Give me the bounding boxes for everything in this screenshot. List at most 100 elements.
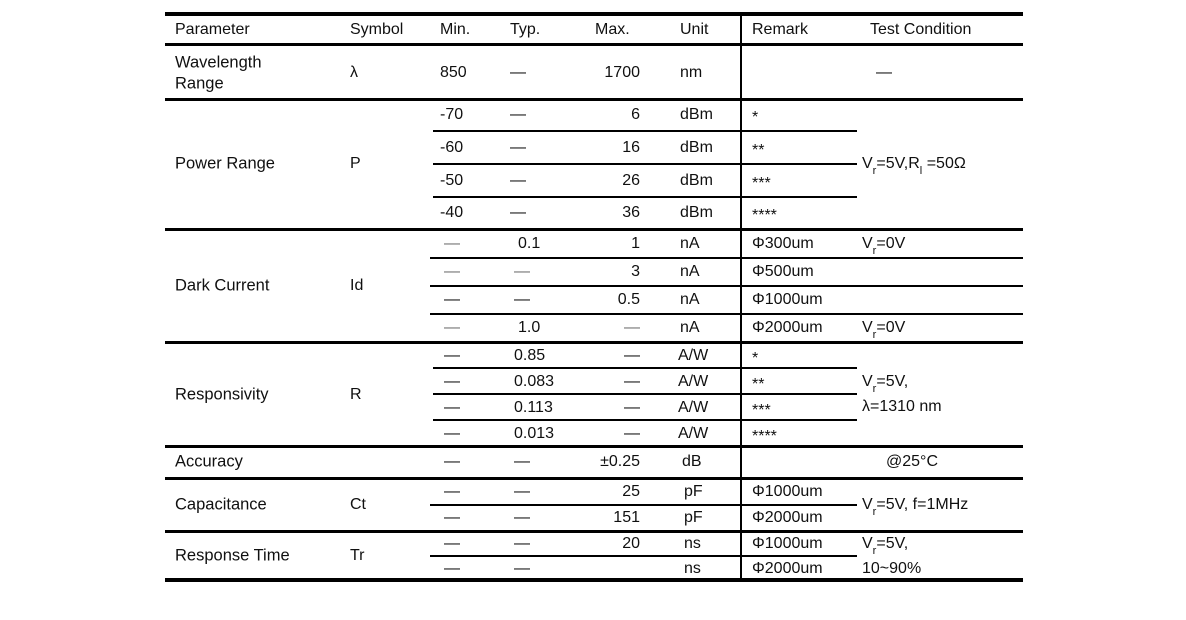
dark-row3-min: — (444, 291, 460, 308)
param-accuracy: Accuracy (175, 452, 243, 471)
dark-row1-typ: 0.1 (518, 235, 541, 252)
dark-row1-min: — (444, 235, 460, 252)
power-separator (165, 228, 1023, 231)
resp-row1-min: — (444, 347, 460, 364)
resp-row3-typ: 0.113 (514, 399, 553, 416)
wavelength-min: 850 (440, 64, 467, 81)
power-row1-typ: — (510, 106, 526, 123)
responsivity-subrow-divider (433, 419, 857, 421)
responsivity-separator (165, 445, 1023, 448)
resp-row2-remark: ** (752, 376, 765, 393)
dark-row4-min: — (444, 319, 460, 336)
column-header-remark: Remark (752, 21, 809, 38)
resp-row3-remark: *** (752, 402, 771, 419)
header-separator (165, 43, 1023, 46)
dark-row1-test-condition: Vr=0V (862, 235, 906, 258)
power-row2-typ: — (510, 139, 526, 156)
power-subrow-divider (433, 196, 857, 198)
rt-row1-remark: Φ1000um (752, 535, 823, 552)
resp-row2-min: — (444, 373, 460, 390)
power-row4-min: -40 (440, 204, 464, 221)
rt-row1-max: 20 (622, 535, 640, 552)
wavelength-separator (165, 98, 1023, 101)
wavelength-test-condition: — (876, 64, 892, 81)
dark-row2-remark: Φ500um (752, 263, 814, 280)
power-row2-max: 16 (622, 139, 640, 156)
subscript: l (919, 165, 923, 178)
power-test-condition: Vr=5V,Rl =50Ω (862, 155, 966, 178)
column-header-unit: Unit (680, 21, 709, 38)
resp-row4-unit: A/W (678, 425, 709, 442)
subscript: r (872, 329, 877, 342)
power-row1-unit: dBm (680, 106, 713, 123)
power-row2-min: -60 (440, 139, 464, 156)
param-power-range: Power Range (175, 154, 275, 173)
resp-test-condition-line1: Vr=5V, (862, 373, 909, 396)
table-bottom-border (165, 578, 1023, 582)
cap-row2-unit: pF (684, 509, 703, 526)
wavelength-unit: nm (680, 64, 703, 81)
symbol-capacitance: Ct (350, 496, 366, 513)
wavelength-max: 1700 (604, 64, 640, 81)
power-subrow-divider (433, 163, 857, 165)
power-row4-unit: dBm (680, 204, 713, 221)
cap-row1-typ: — (514, 483, 530, 500)
resp-row1-typ: 0.85 (514, 347, 546, 364)
resp-test-condition-line2: λ=1310 nm (862, 398, 942, 415)
power-row3-remark: *** (752, 175, 771, 192)
responsetime-subrow-divider (430, 555, 857, 557)
resp-row3-max: — (624, 399, 640, 416)
dark-row4-test-condition: Vr=0V (862, 319, 906, 342)
rt-row2-remark: Φ2000um (752, 560, 823, 577)
cap-row2-min: — (444, 509, 460, 526)
capacitance-separator (165, 530, 1023, 533)
dark-row3-unit: nA (680, 291, 700, 308)
param-response-time: Response Time (175, 546, 290, 565)
dark-row4-typ: 1.0 (518, 319, 541, 336)
param-dark-current: Dark Current (175, 276, 270, 295)
rt-test-condition-line2: 10~90% (862, 560, 922, 577)
accuracy-test-condition: @25°C (886, 453, 938, 470)
dark-row3-typ: — (514, 291, 530, 308)
cap-row2-typ: — (514, 509, 530, 526)
dark-subrow-divider (430, 285, 1023, 287)
dark-row2-max: 3 (631, 263, 640, 280)
subscript: r (872, 383, 877, 396)
resp-row1-remark: * (752, 350, 759, 367)
power-row2-remark: ** (752, 142, 765, 159)
cap-test-condition: Vr=5V, f=1MHz (862, 496, 969, 519)
resp-row4-typ: 0.013 (514, 425, 555, 442)
dark-separator (165, 341, 1023, 344)
power-row1-remark: * (752, 109, 759, 126)
accuracy-unit: dB (682, 453, 702, 470)
unit-remark-divider (740, 12, 742, 582)
cap-row2-remark: Φ2000um (752, 509, 823, 526)
rt-row2-typ: — (514, 560, 530, 577)
dark-row4-max: — (624, 319, 640, 336)
param-responsivity: Responsivity (175, 385, 269, 404)
dark-row1-unit: nA (680, 235, 700, 252)
symbol-responsivity: R (350, 386, 362, 403)
power-row4-typ: — (510, 204, 526, 221)
param-wavelength-range: Wavelength Range (175, 53, 262, 92)
resp-row2-max: — (624, 373, 640, 390)
dark-row3-remark: Φ1000um (752, 291, 823, 308)
power-subrow-divider (433, 130, 857, 132)
column-header-typ: Typ. (510, 21, 541, 38)
symbol-wavelength: λ (350, 64, 358, 81)
accuracy-separator (165, 477, 1023, 480)
accuracy-typ: — (514, 453, 530, 470)
dark-row4-unit: nA (680, 319, 700, 336)
resp-row4-remark: **** (752, 428, 777, 445)
subscript: r (872, 165, 877, 178)
rt-row1-min: — (444, 535, 460, 552)
cap-row1-remark: Φ1000um (752, 483, 823, 500)
table-top-border (165, 12, 1023, 16)
resp-row1-unit: A/W (678, 347, 709, 364)
power-row3-min: -50 (440, 172, 464, 189)
power-row4-remark: **** (752, 207, 777, 224)
subscript: r (872, 245, 877, 258)
resp-row3-unit: A/W (678, 399, 709, 416)
dark-subrow-divider (430, 257, 1023, 259)
